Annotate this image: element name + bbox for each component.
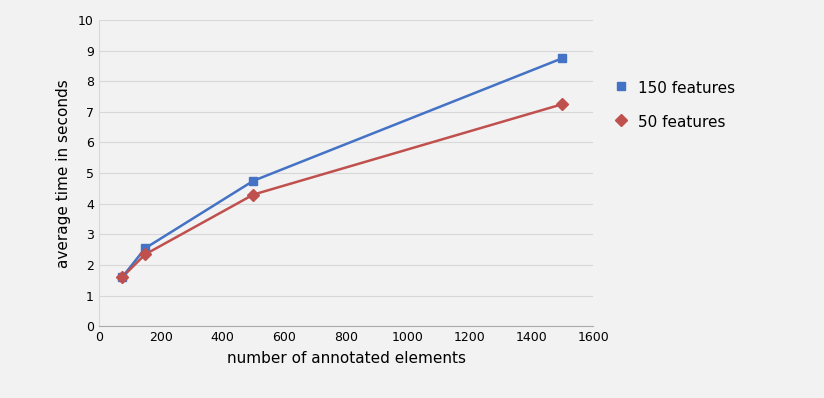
- Y-axis label: average time in seconds: average time in seconds: [56, 79, 71, 267]
- X-axis label: number of annotated elements: number of annotated elements: [227, 351, 466, 366]
- 150 features: [557, 56, 567, 60]
- 50 features: [557, 102, 567, 107]
- 150 features: [140, 246, 150, 251]
- Line: 150 features: 150 features: [118, 54, 567, 281]
- 50 features: [140, 252, 150, 257]
- Line: 50 features: 50 features: [118, 100, 567, 281]
- Legend: 150 features, 50 features: 150 features, 50 features: [606, 74, 741, 136]
- 150 features: [117, 275, 127, 280]
- 150 features: [249, 178, 259, 183]
- 50 features: [117, 275, 127, 280]
- 50 features: [249, 192, 259, 197]
